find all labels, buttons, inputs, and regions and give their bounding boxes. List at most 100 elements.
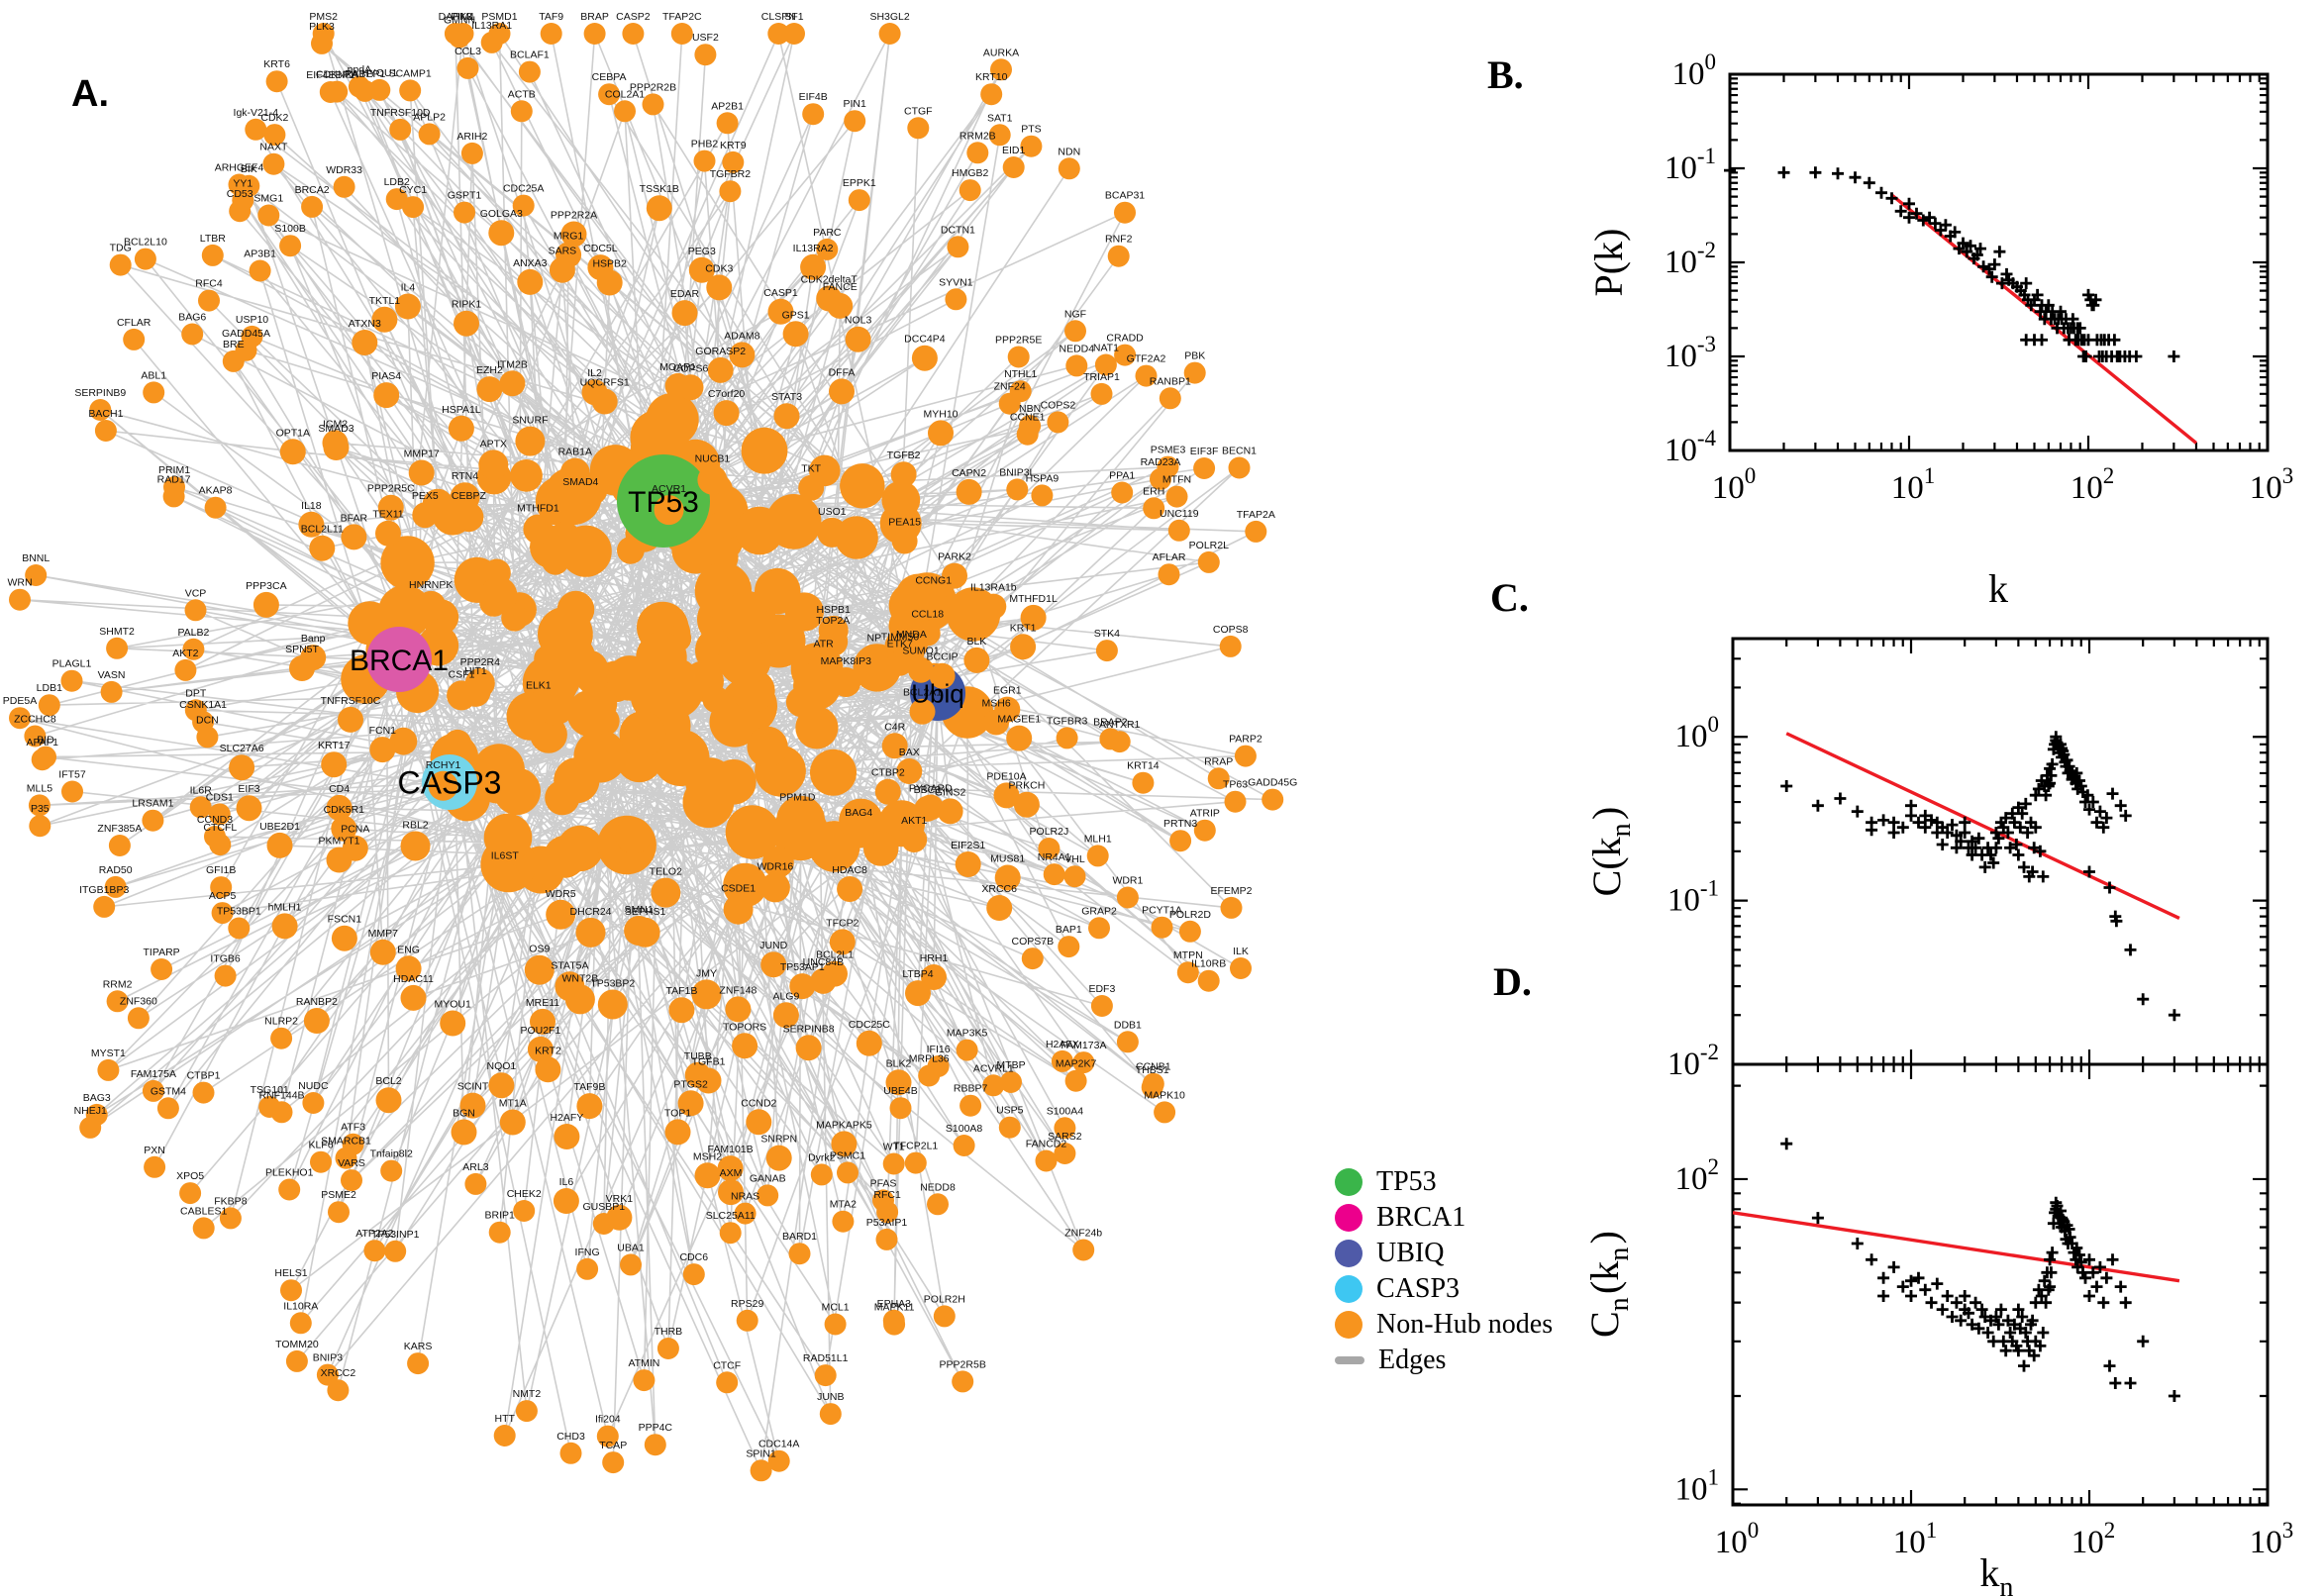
gene-node[interactable] xyxy=(694,1162,721,1189)
gene-node[interactable] xyxy=(163,476,185,498)
gene-node[interactable] xyxy=(316,1363,339,1386)
gene-node[interactable] xyxy=(222,349,245,372)
gene-node[interactable] xyxy=(565,488,596,519)
gene-node[interactable] xyxy=(920,586,947,613)
gene-node[interactable] xyxy=(719,1222,742,1245)
gene-node[interactable] xyxy=(278,1178,301,1201)
gene-node[interactable] xyxy=(448,415,474,442)
gene-node[interactable] xyxy=(929,662,956,689)
gene-node[interactable] xyxy=(664,1119,691,1146)
gene-node[interactable] xyxy=(257,204,280,227)
gene-node[interactable] xyxy=(614,100,636,123)
gene-node[interactable] xyxy=(782,321,809,348)
gene-node[interactable] xyxy=(204,826,226,848)
gene-node[interactable] xyxy=(341,1169,362,1192)
gene-node[interactable] xyxy=(252,591,279,618)
gene-node[interactable] xyxy=(844,818,874,848)
gene-node[interactable] xyxy=(959,179,981,202)
gene-node[interactable] xyxy=(816,238,839,260)
gene-node[interactable] xyxy=(499,370,526,397)
gene-node[interactable] xyxy=(1072,1239,1095,1261)
gene-node[interactable] xyxy=(456,56,479,79)
gene-node[interactable] xyxy=(156,1097,179,1120)
gene-node[interactable] xyxy=(829,378,855,405)
gene-node[interactable] xyxy=(29,815,51,838)
gene-node[interactable] xyxy=(184,699,207,722)
gene-node[interactable] xyxy=(767,298,794,325)
gene-node[interactable] xyxy=(818,627,849,656)
gene-node[interactable] xyxy=(817,517,848,548)
gene-node[interactable] xyxy=(527,1036,554,1062)
gene-node[interactable] xyxy=(591,388,618,415)
gene-node[interactable] xyxy=(642,93,664,116)
gene-node[interactable] xyxy=(858,644,889,674)
gene-node[interactable] xyxy=(651,877,681,908)
gene-node[interactable] xyxy=(440,1010,466,1037)
gene-node[interactable] xyxy=(270,1027,293,1049)
gene-node[interactable] xyxy=(767,1449,790,1472)
gene-node[interactable] xyxy=(598,83,621,106)
gene-node[interactable] xyxy=(953,1135,975,1156)
core-node[interactable] xyxy=(542,548,569,575)
gene-node[interactable] xyxy=(25,564,48,586)
gene-node[interactable] xyxy=(927,1193,949,1216)
gene-node[interactable] xyxy=(874,778,901,805)
gene-node[interactable] xyxy=(454,310,479,337)
gene-node[interactable] xyxy=(418,123,441,146)
gene-node[interactable] xyxy=(1159,387,1181,410)
gene-node[interactable] xyxy=(478,449,509,480)
gene-node[interactable] xyxy=(245,118,267,141)
gene-node[interactable] xyxy=(1228,456,1251,479)
gene-node[interactable] xyxy=(1262,788,1284,811)
gene-node[interactable] xyxy=(1135,364,1158,387)
gene-node[interactable] xyxy=(407,1352,430,1375)
gene-node[interactable] xyxy=(341,524,367,550)
gene-node[interactable] xyxy=(646,195,672,222)
gene-node[interactable] xyxy=(1220,896,1243,919)
gene-node[interactable] xyxy=(1167,519,1190,542)
gene-node[interactable] xyxy=(428,770,458,801)
core-node[interactable] xyxy=(617,536,645,564)
gene-node[interactable] xyxy=(856,1030,882,1056)
gene-node[interactable] xyxy=(901,827,928,852)
gene-node[interactable] xyxy=(1021,948,1044,970)
gene-node[interactable] xyxy=(1141,1076,1163,1099)
gene-node[interactable] xyxy=(1002,156,1025,178)
gene-node[interactable] xyxy=(773,403,800,430)
gene-node[interactable] xyxy=(772,1002,799,1029)
gene-node[interactable] xyxy=(802,103,825,126)
core-node[interactable] xyxy=(619,711,666,757)
gene-node[interactable] xyxy=(38,694,60,717)
core-node[interactable] xyxy=(483,813,533,862)
gene-node[interactable] xyxy=(89,399,112,421)
gene-node[interactable] xyxy=(988,124,1011,147)
gene-node[interactable] xyxy=(837,876,863,902)
gene-node[interactable] xyxy=(342,1133,364,1155)
gene-node[interactable] xyxy=(656,1338,679,1359)
gene-node[interactable] xyxy=(106,637,129,659)
gene-node[interactable] xyxy=(489,861,520,892)
gene-node[interactable] xyxy=(560,221,587,248)
gene-node[interactable] xyxy=(540,23,562,45)
gene-node[interactable] xyxy=(553,1188,579,1214)
gene-node[interactable] xyxy=(911,345,938,371)
gene-node[interactable] xyxy=(289,655,315,681)
gene-node[interactable] xyxy=(602,1451,625,1474)
gene-node[interactable] xyxy=(814,1364,837,1387)
gene-node[interactable] xyxy=(725,996,752,1023)
gene-node[interactable] xyxy=(1234,745,1257,767)
gene-node[interactable] xyxy=(142,809,164,832)
gene-node[interactable] xyxy=(597,989,628,1020)
gene-node[interactable] xyxy=(384,1240,407,1262)
core-node[interactable] xyxy=(630,410,685,465)
gene-node[interactable] xyxy=(368,78,391,101)
gene-node[interactable] xyxy=(271,913,298,940)
gene-node[interactable] xyxy=(109,253,132,276)
gene-node[interactable] xyxy=(1165,485,1188,508)
gene-node[interactable] xyxy=(518,60,541,83)
gene-node[interactable] xyxy=(1065,354,1088,377)
gene-node[interactable] xyxy=(1224,790,1247,813)
gene-node[interactable] xyxy=(982,1074,1005,1097)
gene-node[interactable] xyxy=(1009,380,1032,403)
gene-node[interactable] xyxy=(952,1370,974,1393)
